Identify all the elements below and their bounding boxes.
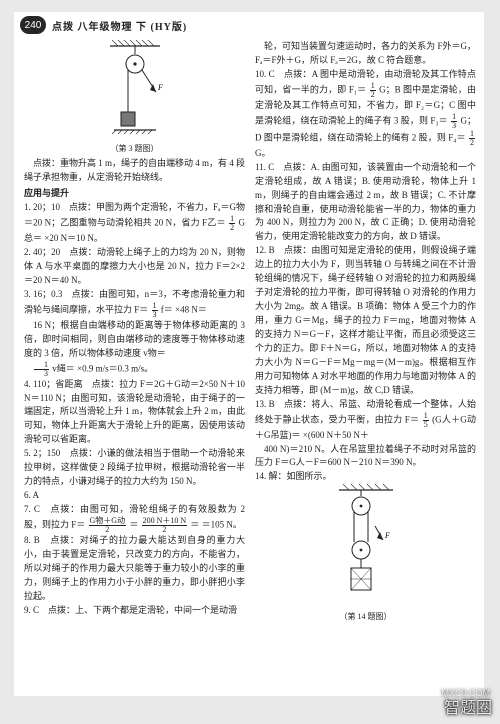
item-7: 7. C 点拨：由图可知，滑轮组绳子的有效股数为 2 股，则拉力 F＝ G物＋G… [24, 503, 245, 534]
item-8: 8. B 点拨：对绳子的拉力最大能达到自身的重力大小，由于装置是定滑轮，只改变力… [24, 534, 245, 604]
item-11: 11. C 点拨：A. 由图可知，该装置由一个动滑轮和一个定滑轮组成，故 A 错… [255, 161, 476, 245]
svg-text:F: F [157, 83, 163, 92]
item-5: 5. 2；150 点拨：小谦的做法相当于借助一个动滑轮来拉甲树，这样做使 2 段… [24, 447, 245, 489]
item-10: 10. C 点拨：A 图中是动滑轮，由动滑轮及其工作特点可知，省一半的力，即 F… [255, 68, 476, 161]
figure-2-caption: （第 14 题图） [255, 611, 476, 623]
item-1: 1. 20；10 点拨：甲图为两个定滑轮，不省力，Fₐ＝G物＝20 N；乙图重物… [24, 201, 245, 246]
right-column: 轮，可知当装置匀速运动时，各力的关系为 F外＝G，Fₐ＝F外＋G，所以 Fₐ＝2… [255, 40, 476, 626]
item-3: 3. 16；0.3 点拨：由图可知，n＝3，不考虑滑轮重力和滑轮与绳间摩擦，水平… [24, 288, 245, 319]
left-column: F （第 3 题图） 点拨：重物升高 1 m，绳子的自由端移动 4 m，有 4 … [24, 40, 245, 626]
item-13: 13. B 点拨：将人、吊篮、动滑轮看成一个整体，人始终处于静止状态，受力平衡，… [255, 398, 476, 443]
item-12: 12. B 点拨：由图可知是定滑轮的使用，则假设绳子端边上的拉力大小为 F，则当… [255, 244, 476, 397]
header-title: 点拨 八年级物理 下 (HY版) [52, 18, 187, 33]
item-9: 9. C 点拨：上、下两个都是定滑轮，中间一个是动滑 [24, 604, 245, 618]
section-heading: 应用与提升 [24, 187, 245, 201]
figure-1-caption: （第 3 题图） [24, 143, 245, 155]
item-14: 14. 解：如图所示。 [255, 470, 476, 484]
item-13b: 400 N)＝210 N。人在吊篮里拉着绳子不动时对吊篮的压力 F＝G人－F＝6… [255, 443, 476, 471]
figure-1: F （第 3 题图） [24, 40, 245, 155]
svg-text:F: F [384, 531, 390, 540]
item-2: 2. 40；20 点拨：动滑轮上绳子上的力均为 20 N，则物体 A 与水平桌面… [24, 246, 245, 288]
page-number-badge: 240 [20, 16, 46, 34]
figure-1-note: 点拨：重物升高 1 m，绳子的自由端移动 4 m，有 4 段绳子承担物重，从定滑… [24, 157, 245, 185]
content-columns: F （第 3 题图） 点拨：重物升高 1 m，绳子的自由端移动 4 m，有 4 … [14, 38, 484, 626]
page: 240 点拨 八年级物理 下 (HY版) [14, 12, 484, 696]
item-3b: 16 N；根据自由端移动的距离等于物体移动距离的 3 倍，即时间相同，则自由端移… [24, 319, 245, 361]
figure-2: F （第 14 题图） [255, 484, 476, 623]
item-4: 4. 110；省距离 点拨：拉力 F＝2G＋G动＝2×50 N＋10 N＝110… [24, 378, 245, 448]
header: 240 点拨 八年级物理 下 (HY版) [14, 12, 484, 38]
watermark-url: MXC9.COM [441, 688, 490, 698]
item-9-cont: 轮，可知当装置匀速运动时，各力的关系为 F外＝G，Fₐ＝F外＋G，所以 Fₐ＝2… [255, 40, 476, 68]
item-6: 6. A [24, 489, 245, 503]
item-3c: 13 v绳＝ ×0.9 m/s＝0.3 m/s。 [24, 361, 245, 378]
